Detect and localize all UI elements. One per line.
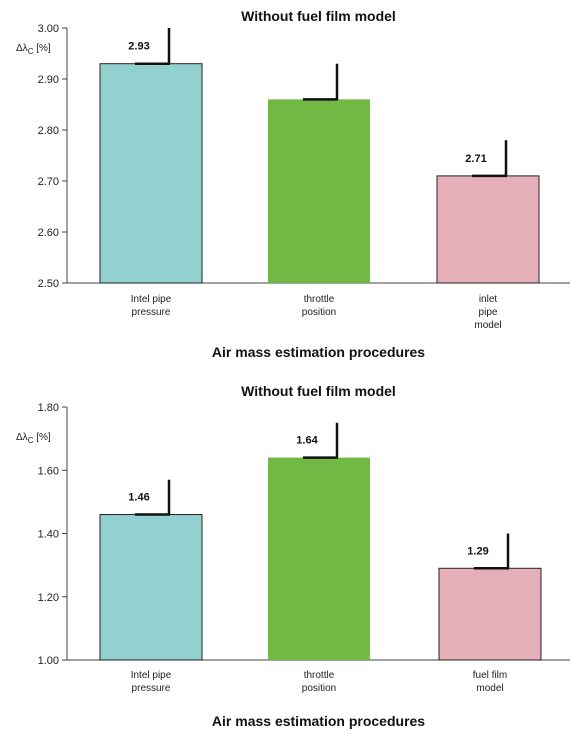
y-tick-label: 2.90	[38, 74, 59, 86]
x-tick-label: Intel pipe pressure	[131, 294, 172, 318]
y-axis-label: ΔλC [%]	[16, 432, 51, 445]
y-tick-label: 1.80	[38, 402, 59, 414]
y-tick-label: 2.50	[38, 278, 59, 290]
bar	[99, 514, 203, 661]
y-tick-label: 1.20	[38, 592, 59, 604]
y-tick-label: 1.00	[38, 655, 59, 667]
chart-title: Without fuel film model	[241, 8, 396, 24]
x-tick-label: throttle position	[302, 294, 336, 318]
bar	[268, 457, 370, 660]
x-axis-label: Air mass estimation procedures	[212, 344, 425, 360]
y-tick-label: 1.60	[38, 465, 59, 477]
data-label: 1.29	[467, 545, 488, 557]
bar	[99, 63, 203, 284]
data-label: 2.71	[465, 153, 486, 165]
data-label: 1.64	[296, 435, 318, 447]
x-axis-label: Air mass estimation procedures	[212, 713, 425, 729]
data-label: 1.46	[128, 492, 149, 504]
x-tick-label: throttle position	[302, 670, 336, 694]
bar	[438, 567, 542, 661]
chart-1: Without fuel film model ΔλC [%] 2.50 2.60 2.…	[16, 8, 570, 360]
y-tick-label: 2.60	[38, 227, 59, 239]
bar	[436, 175, 540, 284]
y-tick-label: 2.80	[38, 125, 59, 137]
data-label: 2.93	[128, 41, 149, 53]
x-tick-label: fuel film model	[473, 670, 507, 694]
chart-title: Without fuel film model	[241, 383, 396, 399]
bar	[268, 99, 370, 284]
x-tick-label: Intel pipe pressure	[131, 670, 172, 694]
chart-2: Without fuel film model ΔλC [%] 1.00 1.20 1.…	[16, 383, 570, 729]
y-tick-label: 1.40	[38, 529, 59, 541]
y-tick-label: 2.70	[38, 176, 59, 188]
y-axis-label: ΔλC [%]	[16, 43, 51, 56]
x-tick-label: inlet pipe model	[474, 294, 501, 331]
y-tick-label: 3.00	[38, 23, 59, 35]
